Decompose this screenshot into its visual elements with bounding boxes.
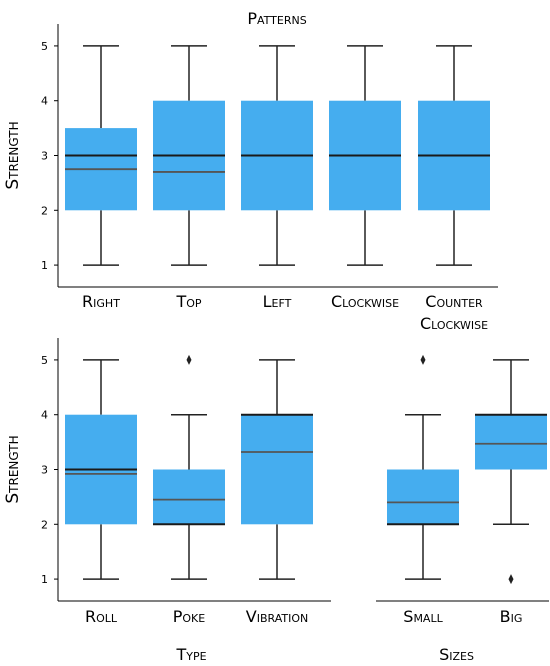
box-big: Big <box>475 359 547 626</box>
box-iqr <box>153 469 225 525</box>
y-axis-label: Strength <box>3 121 23 189</box>
y-tick-label: 4 <box>41 409 48 422</box>
box-vibration: Vibration <box>241 359 313 626</box>
x-tick-label: Big <box>500 607 523 626</box>
panel-1: 1 2 3 4 5 Strength Roll Poke Vibration Type <box>3 338 331 664</box>
x-tick-label-line2: Clockwise <box>420 314 488 333</box>
x-axis-label: Type <box>175 645 206 664</box>
x-axis-label: Sizes <box>439 645 474 664</box>
x-tick-label: Top <box>175 292 201 311</box>
y-tick-label: 3 <box>41 464 48 477</box>
box-small: Small <box>387 354 459 626</box>
y-tick-label: 1 <box>41 259 48 272</box>
y-axis-label: Strength <box>3 435 23 503</box>
y-tick-label: 5 <box>41 354 48 367</box>
box-roll: Roll <box>65 359 137 626</box>
x-tick-label: Right <box>82 292 120 311</box>
outlier-point <box>186 354 192 365</box>
x-tick-label: Vibration <box>246 607 308 626</box>
box-clockwise: Clockwise <box>329 45 401 311</box>
x-tick-label: Roll <box>85 607 118 626</box>
box-right: Right <box>65 45 137 311</box>
box-iqr <box>387 469 459 525</box>
chart-title: Patterns <box>247 9 306 28</box>
y-tick-label: 4 <box>41 95 48 108</box>
y-tick-label: 5 <box>41 40 48 53</box>
outlier-point <box>420 354 426 365</box>
box-top: Top <box>153 45 225 311</box>
x-tick-label: Small <box>403 607 443 626</box>
box-iqr <box>241 414 313 525</box>
y-tick-label: 2 <box>41 518 48 531</box>
x-tick-label: Poke <box>173 607 206 626</box>
y-tick-label: 2 <box>41 204 48 217</box>
x-tick-label: Counter <box>425 292 483 311</box>
y-tick-label: 1 <box>41 573 48 586</box>
box-counter-clockwise: Counter Clockwise <box>418 45 490 333</box>
box-iqr <box>475 414 547 470</box>
box-left: Left <box>241 45 313 311</box>
y-tick-label: 3 <box>41 150 48 163</box>
x-tick-label: Left <box>263 292 292 311</box>
panel-2: Small Big Sizes <box>376 354 549 664</box>
panel-0: 1 2 3 4 5 Strength Patterns Right Top Left Clockwi… <box>3 9 498 333</box>
box-poke: Poke <box>153 354 225 626</box>
x-tick-label: Clockwise <box>331 292 399 311</box>
outlier-point <box>508 574 514 585</box>
